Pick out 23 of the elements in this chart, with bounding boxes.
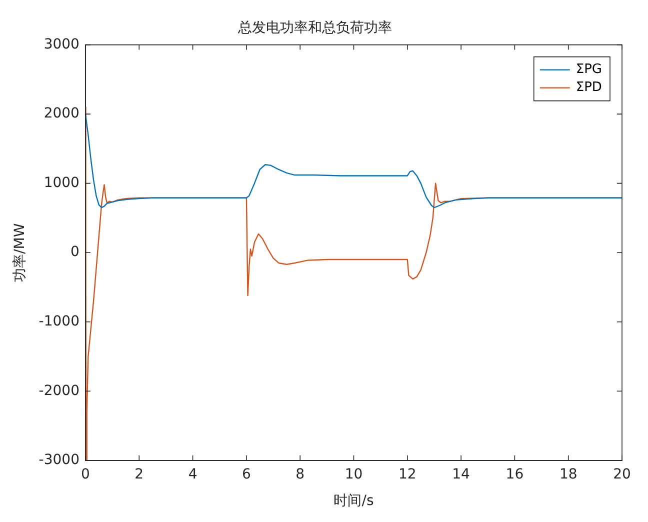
x-tick-label: 12 bbox=[398, 466, 416, 482]
x-tick-label: 0 bbox=[81, 466, 90, 482]
x-axis-title: 时间/s bbox=[334, 493, 374, 510]
x-tick-label: 20 bbox=[613, 466, 631, 482]
x-tick-label: 16 bbox=[506, 466, 524, 482]
y-tick-label: 3000 bbox=[44, 36, 80, 52]
x-tick-label: 14 bbox=[452, 466, 470, 482]
x-tick-label: 18 bbox=[559, 466, 578, 482]
y-tick-label: -3000 bbox=[38, 452, 80, 468]
legend-label: ΣPD bbox=[576, 80, 602, 96]
x-tick-label: 2 bbox=[134, 466, 144, 482]
x-tick-label: 8 bbox=[296, 466, 305, 482]
y-tick-label: 1000 bbox=[44, 174, 80, 191]
x-tick-label: 6 bbox=[242, 466, 251, 482]
chart-title: 总发电功率和总负荷功率 bbox=[237, 20, 392, 36]
x-tick-label: 4 bbox=[188, 466, 198, 482]
y-tick-label: 0 bbox=[70, 244, 80, 260]
legend-label: ΣPG bbox=[576, 62, 602, 78]
y-tick-label: -2000 bbox=[38, 382, 80, 399]
y-axis-title: 功率/MW bbox=[12, 223, 28, 282]
y-tick-label: -1000 bbox=[38, 314, 80, 330]
y-tick-label: 2000 bbox=[44, 106, 80, 122]
x-tick-label: 10 bbox=[344, 466, 363, 482]
